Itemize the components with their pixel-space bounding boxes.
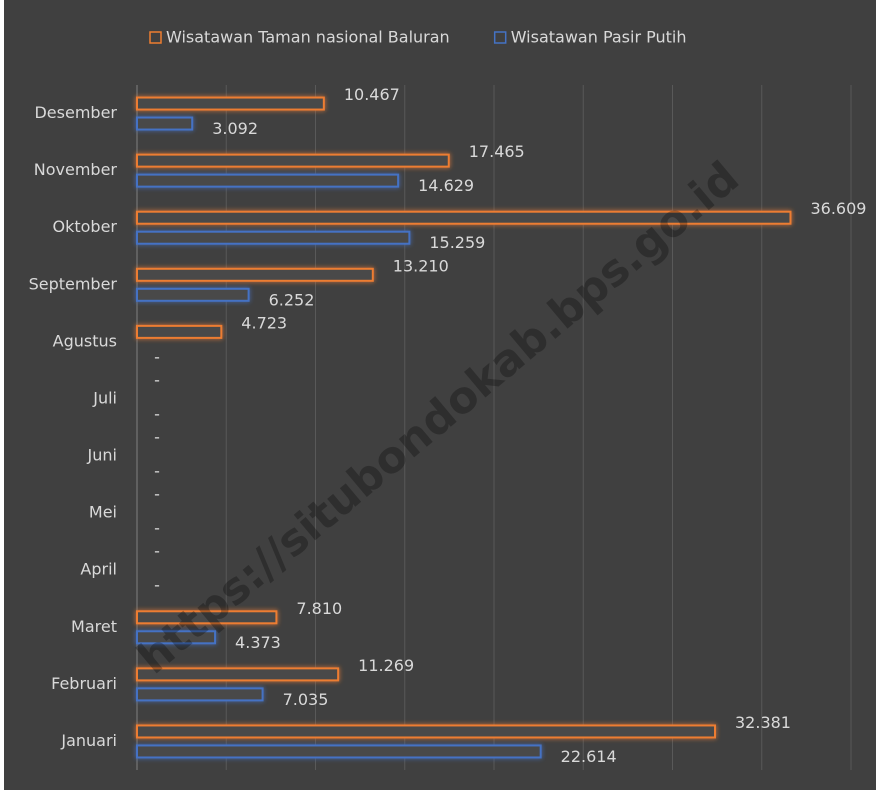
- y-tick-label: September: [29, 274, 118, 293]
- bar: [136, 96, 325, 111]
- data-label: 3.092: [212, 119, 258, 138]
- data-label: -: [154, 347, 160, 366]
- legend-swatch: [493, 31, 507, 44]
- data-label: -: [154, 370, 160, 389]
- data-label: 7.810: [296, 599, 342, 618]
- data-label: -: [154, 519, 160, 538]
- y-tick-label: November: [34, 160, 118, 179]
- data-label: 7.035: [283, 690, 329, 709]
- data-label: 22.614: [561, 747, 617, 766]
- data-label: -: [154, 576, 160, 595]
- data-label: 4.723: [241, 313, 287, 332]
- data-label: -: [154, 542, 160, 561]
- legend-label: Wisatawan Taman nasional Baluran: [166, 28, 450, 47]
- data-label: -: [154, 404, 160, 423]
- data-label: 10.467: [344, 85, 400, 104]
- data-label: 4.373: [235, 633, 281, 652]
- data-label: 15.259: [429, 233, 485, 252]
- y-tick-label: Desember: [34, 103, 117, 122]
- legend-swatch: [149, 31, 162, 44]
- y-tick-label: Januari: [60, 731, 117, 750]
- bar: [136, 210, 792, 225]
- y-tick-label: April: [80, 560, 117, 579]
- y-tick-label: Februari: [51, 674, 117, 693]
- data-label: 14.629: [418, 176, 474, 195]
- data-label: 32.381: [735, 713, 791, 732]
- y-tick-label: Agustus: [53, 331, 117, 350]
- y-tick-label: Juni: [87, 446, 117, 465]
- bar: [136, 287, 250, 302]
- y-tick-label: Juli: [92, 388, 117, 407]
- bar: [136, 173, 400, 188]
- data-label: 36.609: [810, 199, 866, 218]
- bar: [136, 667, 340, 682]
- data-label: 17.465: [469, 142, 525, 161]
- legend-label: Wisatawan Pasir Putih: [511, 28, 687, 47]
- bar: [136, 267, 374, 282]
- bar: [136, 724, 717, 739]
- data-label: 11.269: [358, 656, 414, 675]
- bar: [136, 230, 411, 245]
- data-label: -: [154, 462, 160, 481]
- bar: [136, 324, 223, 339]
- bar: [136, 630, 217, 645]
- y-tick-label: Mei: [89, 503, 117, 522]
- bar: [136, 744, 542, 759]
- chart-background: [4, 0, 876, 790]
- data-label: -: [154, 428, 160, 447]
- y-tick-label: Oktober: [53, 217, 118, 236]
- data-label: 6.252: [269, 290, 315, 309]
- y-tick-label: Maret: [71, 617, 117, 636]
- data-label: 13.210: [393, 256, 449, 275]
- bar: [136, 153, 450, 168]
- bar: [136, 116, 194, 131]
- bar: [136, 610, 278, 625]
- bar: [136, 687, 264, 702]
- data-label: -: [154, 485, 160, 504]
